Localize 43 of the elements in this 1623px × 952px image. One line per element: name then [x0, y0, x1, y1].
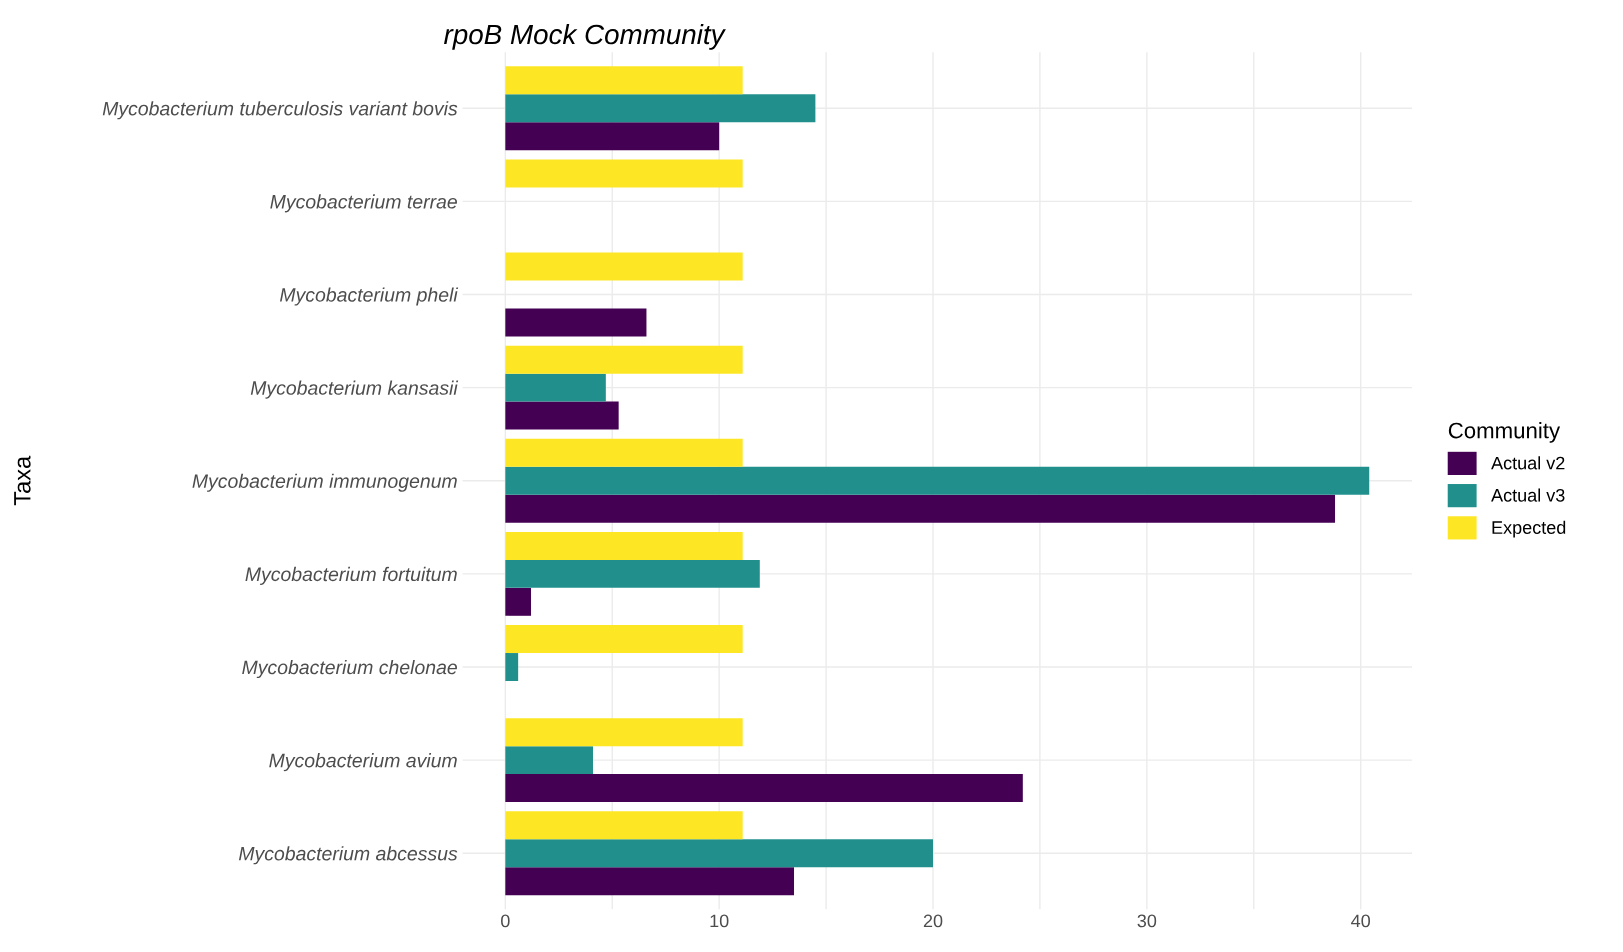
bar	[505, 746, 593, 775]
bar	[505, 774, 1023, 803]
bar	[505, 159, 743, 188]
x-tick-label: 10	[710, 914, 729, 928]
bar	[505, 625, 743, 654]
chart-title: rpoB Mock Community	[444, 23, 726, 50]
bar	[505, 308, 647, 337]
legend-label: Actual v3	[1491, 488, 1565, 502]
x-tick-label: 40	[1351, 914, 1371, 928]
y-tick-label: Mycobacterium terrae	[270, 194, 457, 213]
y-tick-label: Mycobacterium fortuitum	[245, 566, 457, 585]
bar	[505, 373, 606, 402]
bar	[505, 587, 531, 616]
bar	[505, 401, 619, 430]
bar	[505, 345, 743, 374]
bar	[505, 122, 720, 151]
bar	[505, 66, 743, 95]
bar	[505, 252, 743, 281]
y-tick-label: Mycobacterium avium	[269, 753, 457, 772]
y-tick-label: Mycobacterium abcessus	[238, 846, 458, 865]
bar	[505, 466, 1370, 495]
legend-label: Expected	[1492, 520, 1566, 538]
x-tick-label: 30	[1137, 914, 1157, 928]
bar	[505, 718, 743, 747]
y-tick-label: Mycobacterium tuberculosis variant bovis	[102, 101, 458, 120]
bar	[505, 94, 816, 123]
y-tick-label: Mycobacterium chelonae	[242, 659, 457, 679]
bar	[505, 531, 743, 560]
x-tick-label: 0	[501, 914, 510, 928]
bar	[505, 438, 743, 467]
bar	[505, 653, 519, 681]
bar	[505, 811, 743, 840]
legend-label: Actual v2	[1491, 456, 1565, 470]
y-tick-label: Mycobacterium kansasii	[250, 380, 459, 399]
legend-title: Community	[1448, 422, 1561, 443]
bar	[505, 839, 934, 868]
bar	[505, 867, 795, 896]
y-tick-label: Mycobacterium immunogenum	[192, 473, 457, 492]
x-tick-label: 20	[923, 914, 943, 928]
y-axis-title: Taxa	[14, 455, 31, 506]
bar	[505, 494, 1336, 523]
y-tick-label: Mycobacterium pheli	[279, 287, 459, 306]
bar	[505, 559, 760, 588]
